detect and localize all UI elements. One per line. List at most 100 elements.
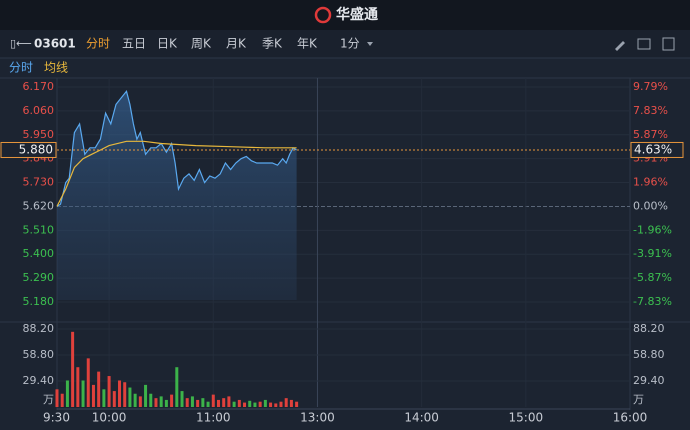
collapse-icon[interactable]: ▯⟵ xyxy=(10,37,32,50)
volume-bar xyxy=(170,394,174,407)
volume-bar xyxy=(123,382,127,407)
volume-bar xyxy=(279,401,283,407)
volume-unit: 万 xyxy=(43,393,54,406)
volume-bar xyxy=(76,367,80,407)
tab[interactable]: 日K xyxy=(157,37,178,51)
volume-bar xyxy=(289,399,293,407)
y-tick-label: 5.620 xyxy=(23,199,55,212)
volume-tick-label: 88.20 xyxy=(633,322,665,335)
volume-bar xyxy=(206,401,210,407)
y-tick-label: 5.950 xyxy=(23,128,55,141)
volume-bar xyxy=(253,402,257,407)
y-tick-label: 5.510 xyxy=(23,223,55,236)
stock-code: 03601 xyxy=(34,37,76,51)
volume-bar xyxy=(295,401,299,407)
volume-bar xyxy=(86,358,90,407)
x-tick-label: 10:00 xyxy=(92,411,127,425)
volume-bar xyxy=(112,391,116,407)
tab[interactable]: 五日 xyxy=(122,37,146,51)
legend-entry: 均线 xyxy=(44,61,68,75)
y2-tick-label: 7.83% xyxy=(633,104,668,117)
volume-unit: 万 xyxy=(633,393,644,406)
x-tick-label: 13:00 xyxy=(300,411,335,425)
volume-bar xyxy=(71,331,75,407)
volume-bar xyxy=(97,371,101,407)
volume-bar xyxy=(154,398,158,407)
volume-tick-label: 58.80 xyxy=(23,348,55,361)
current-price-label: 5.880 xyxy=(19,142,53,156)
tab[interactable]: 年K xyxy=(297,37,318,51)
volume-bar xyxy=(55,389,59,407)
volume-bar xyxy=(232,401,236,407)
volume-bar xyxy=(196,399,200,407)
volume-bar xyxy=(269,402,273,407)
volume-bar xyxy=(185,398,189,407)
expand-icon[interactable] xyxy=(662,37,675,51)
volume-bar xyxy=(211,394,215,407)
interval-select[interactable]: 1分 xyxy=(340,37,360,51)
volume-bar xyxy=(201,398,205,407)
volume-bar xyxy=(60,393,64,407)
y2-tick-label: 0.00% xyxy=(633,199,668,212)
draw-icon[interactable] xyxy=(615,41,625,51)
plot: 分时 均线6.1706.0605.9505.8405.7305.6205.5105… xyxy=(0,61,690,425)
volume-bar xyxy=(237,399,241,407)
current-price-box xyxy=(0,141,57,158)
logo-icon xyxy=(314,6,332,24)
x-tick-label: 15:00 xyxy=(509,411,544,425)
volume-bar xyxy=(159,396,163,407)
volume-bar xyxy=(107,376,111,407)
logo-text: 华盛通 xyxy=(336,6,378,23)
volume-tick-label: 58.80 xyxy=(633,348,665,361)
dropdown-arrow[interactable] xyxy=(367,42,373,46)
volume-bar xyxy=(248,400,252,407)
current-change-label: 4.63% xyxy=(634,142,672,156)
volume-bar xyxy=(227,396,231,407)
price-area xyxy=(57,91,297,300)
y-tick-label: 5.180 xyxy=(23,295,55,308)
volume-bar xyxy=(102,389,106,407)
x-tick-label: 16:00 xyxy=(613,411,648,425)
volume-tick-label: 29.40 xyxy=(633,374,665,387)
volume-bar xyxy=(149,393,153,407)
toolbar xyxy=(0,30,690,58)
volume-bar xyxy=(175,367,179,407)
y2-tick-label: -1.96% xyxy=(633,223,672,236)
volume-bar xyxy=(91,384,95,407)
y2-tick-label: 9.79% xyxy=(633,80,668,93)
x-tick-label: 11:00 xyxy=(196,411,231,425)
y2-tick-label: -5.87% xyxy=(633,271,672,284)
y2-tick-label: -3.91% xyxy=(633,247,672,260)
volume-bar xyxy=(164,399,168,407)
series-line xyxy=(56,140,297,207)
volume-bar xyxy=(133,393,137,407)
volume-bar xyxy=(138,396,142,407)
y-tick-label: 6.170 xyxy=(23,80,55,93)
y2-tick-label: 5.87% xyxy=(633,128,668,141)
y2-tick-label: 1.96% xyxy=(633,176,668,189)
volume-bar xyxy=(65,380,69,407)
volume-bar xyxy=(222,398,226,407)
tab[interactable]: 分时 xyxy=(86,37,110,51)
volume-bar xyxy=(263,399,267,407)
tab[interactable]: 月K xyxy=(226,37,247,51)
y-tick-label: 5.290 xyxy=(23,271,55,284)
tab[interactable]: 季K xyxy=(262,37,283,51)
tab[interactable]: 周K xyxy=(191,37,212,51)
current-change-box xyxy=(630,141,684,158)
header-bar xyxy=(0,0,690,30)
volume-bar xyxy=(216,399,220,407)
volume-bar xyxy=(144,384,148,407)
y-tick-label: 5.400 xyxy=(23,247,55,260)
volume-bar xyxy=(81,380,85,407)
x-tick-label: 14:00 xyxy=(404,411,439,425)
x-tick-label: 9:30 xyxy=(43,411,70,425)
tabs: 分时 五日 日K 周K 月K 季K 年K xyxy=(86,37,318,51)
volume-bar xyxy=(258,401,262,407)
volume-bar xyxy=(274,403,278,407)
fullscreen-icon[interactable] xyxy=(637,38,651,50)
y-tick-label: 6.060 xyxy=(23,104,55,117)
y-tick-label: 5.730 xyxy=(23,176,55,189)
